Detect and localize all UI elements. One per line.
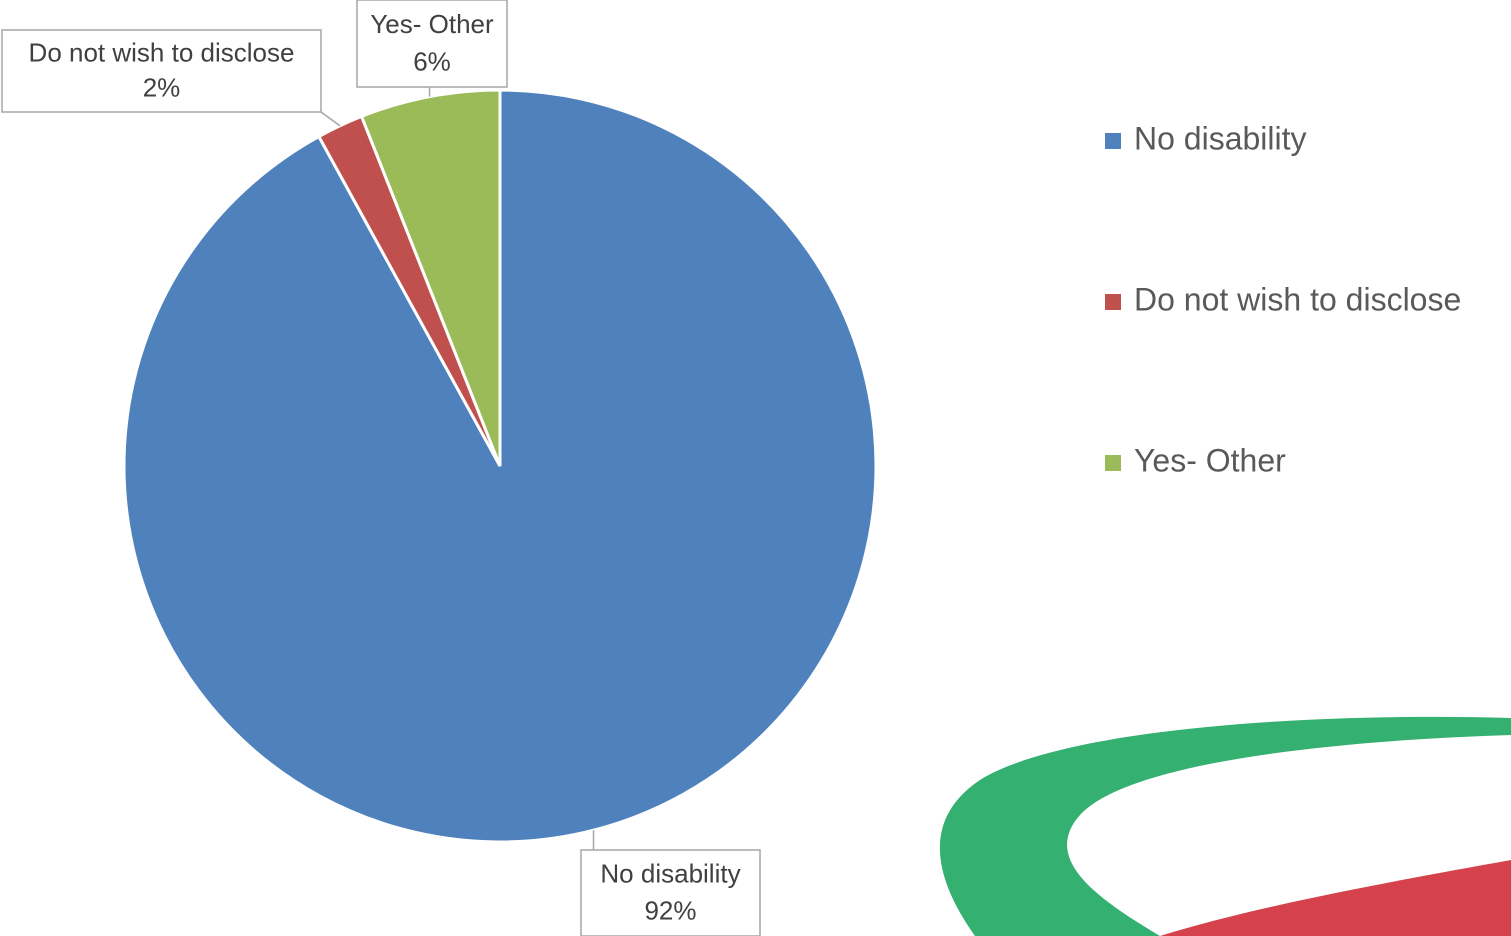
logo-swoosh-green	[939, 716, 1511, 936]
leader-line	[320, 111, 341, 127]
pie	[122, 88, 878, 844]
label-value: 2%	[143, 73, 181, 103]
legend-swatch	[1105, 455, 1121, 471]
label-category: Yes- Other	[370, 9, 494, 39]
label-value: 6%	[413, 46, 451, 76]
legend-swatch	[1105, 133, 1121, 149]
label-box	[580, 849, 761, 936]
label-category: No disability	[600, 859, 740, 889]
pie-slice	[359, 88, 502, 467]
label-box	[356, 0, 508, 88]
label-category: Do not wish to disclose	[29, 37, 295, 67]
legend: No disability Do not wish to disclose Yes-…	[1105, 120, 1461, 478]
label-box	[1, 29, 322, 113]
logo-swoosh-red	[1160, 860, 1511, 936]
legend-swatch	[1105, 294, 1121, 310]
legend-label: No disability	[1134, 120, 1307, 156]
legend-label: Do not wish to disclose	[1134, 281, 1461, 317]
legend-label: Yes- Other	[1134, 442, 1286, 478]
data-labels: No disability 92% Do not wish to disclose 2…	[1, 0, 761, 936]
label-value: 92%	[644, 896, 696, 926]
